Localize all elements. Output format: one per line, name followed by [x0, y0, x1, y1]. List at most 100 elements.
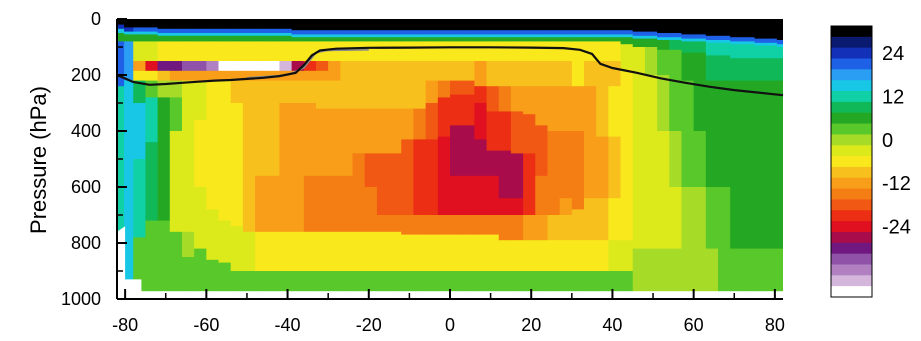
heatmap-cell [145, 34, 158, 42]
heatmap-cell [219, 221, 232, 264]
heatmap-cell [426, 215, 439, 235]
heatmap-cell [596, 240, 609, 271]
heatmap-cells [117, 19, 784, 300]
heatmap-cell [389, 81, 402, 110]
heatmap-cell [340, 176, 353, 233]
heatmap-cell [377, 81, 390, 110]
heatmap-cell [255, 29, 268, 34]
heatmap-cell [316, 176, 329, 233]
heatmap-cell [340, 19, 353, 31]
heatmap-cell [158, 19, 171, 29]
heatmap-cell [279, 61, 292, 71]
heatmap-cell [194, 29, 207, 34]
heatmap-cell [158, 41, 171, 61]
heatmap-cell [206, 41, 219, 61]
heatmap-cell [511, 111, 524, 154]
heatmap-cell [718, 55, 731, 81]
heatmap-cell [279, 81, 292, 104]
heatmap-cell [145, 19, 158, 28]
y-tick-label: 800 [71, 233, 101, 253]
x-tick-label: -20 [356, 315, 382, 335]
heatmap-cell [413, 81, 426, 110]
heatmap-cell [255, 61, 268, 71]
colorbar-swatch [831, 37, 872, 48]
heatmap-cell [438, 37, 451, 42]
heatmap-cell [145, 142, 158, 221]
heatmap-cell [243, 271, 256, 291]
heatmap-cell [377, 271, 390, 291]
heatmap-cell [231, 36, 244, 42]
heatmap-cell [426, 41, 439, 61]
heatmap-cell [560, 86, 573, 131]
heatmap-cell [413, 30, 426, 35]
heatmap-cell [681, 19, 694, 35]
heatmap-cell [328, 109, 341, 177]
heatmap-cell [231, 103, 244, 176]
colorbar-swatch [831, 102, 872, 113]
heatmap-cell [279, 36, 292, 42]
heatmap-cell [742, 187, 755, 249]
heatmap-cell [596, 137, 609, 199]
heatmap-cell [487, 41, 500, 61]
heatmap-cell [462, 95, 475, 126]
heatmap-cell [170, 97, 183, 131]
heatmap-cell [621, 44, 634, 70]
heatmap-cell [499, 240, 512, 271]
heatmap-cell [474, 139, 487, 176]
colorbar-swatch [831, 134, 872, 145]
heatmap-cell [474, 176, 487, 216]
colorbar-swatch [831, 221, 872, 232]
heatmap-cell [474, 215, 487, 235]
heatmap-cell [328, 41, 341, 61]
heatmap-cell [474, 30, 487, 35]
heatmap-cell [694, 187, 707, 249]
heatmap-cell [535, 41, 548, 61]
heatmap-cell [243, 19, 256, 29]
heatmap-cell [450, 37, 463, 42]
heatmap-cell [706, 36, 719, 41]
heatmap-cell [353, 37, 366, 42]
heatmap-cell [706, 55, 719, 81]
heatmap-cell [755, 19, 768, 39]
heatmap-cell [426, 271, 439, 291]
heatmap-cell [377, 19, 390, 31]
heatmap-cell [596, 271, 609, 291]
heatmap-cell [450, 176, 463, 216]
heatmap-cell [450, 125, 463, 176]
heatmap-cell [474, 271, 487, 291]
heatmap-cell [633, 39, 646, 48]
heatmap-cell [669, 33, 682, 38]
heatmap-cell [206, 81, 219, 110]
y-axis-title: Pressure (hPa) [26, 86, 51, 234]
heatmap-cell [328, 71, 341, 81]
heatmap-cell [279, 19, 292, 29]
heatmap-cell [547, 37, 560, 42]
heatmap-cell [401, 271, 414, 291]
heatmap-cell [279, 41, 292, 61]
heatmap-cell [243, 41, 256, 61]
heatmap-cell [401, 235, 414, 272]
x-tick-label: -80 [112, 315, 138, 335]
heatmap-cell [572, 30, 585, 35]
colorbar-swatch [831, 286, 872, 297]
heatmap-cell [730, 131, 743, 188]
heatmap-cell [633, 32, 646, 37]
heatmap-cell [279, 176, 292, 233]
heatmap-cell [560, 30, 573, 35]
heatmap-cell [608, 240, 621, 271]
heatmap-cell [777, 187, 784, 249]
heatmap-cell [645, 209, 658, 249]
heatmap-cell [413, 61, 426, 81]
heatmap-cell [499, 30, 512, 35]
heatmap-cell [255, 271, 268, 291]
heatmap-cell [462, 215, 475, 235]
heatmap-cell [170, 232, 183, 291]
heatmap-cell [706, 19, 719, 36]
heatmap-cell [255, 36, 268, 42]
heatmap-cell [304, 30, 317, 35]
heatmap-cell [669, 19, 682, 34]
x-tick-label: -40 [275, 315, 301, 335]
heatmap-cell [158, 36, 171, 42]
heatmap-cell [438, 30, 451, 35]
heatmap-cell [462, 81, 475, 96]
